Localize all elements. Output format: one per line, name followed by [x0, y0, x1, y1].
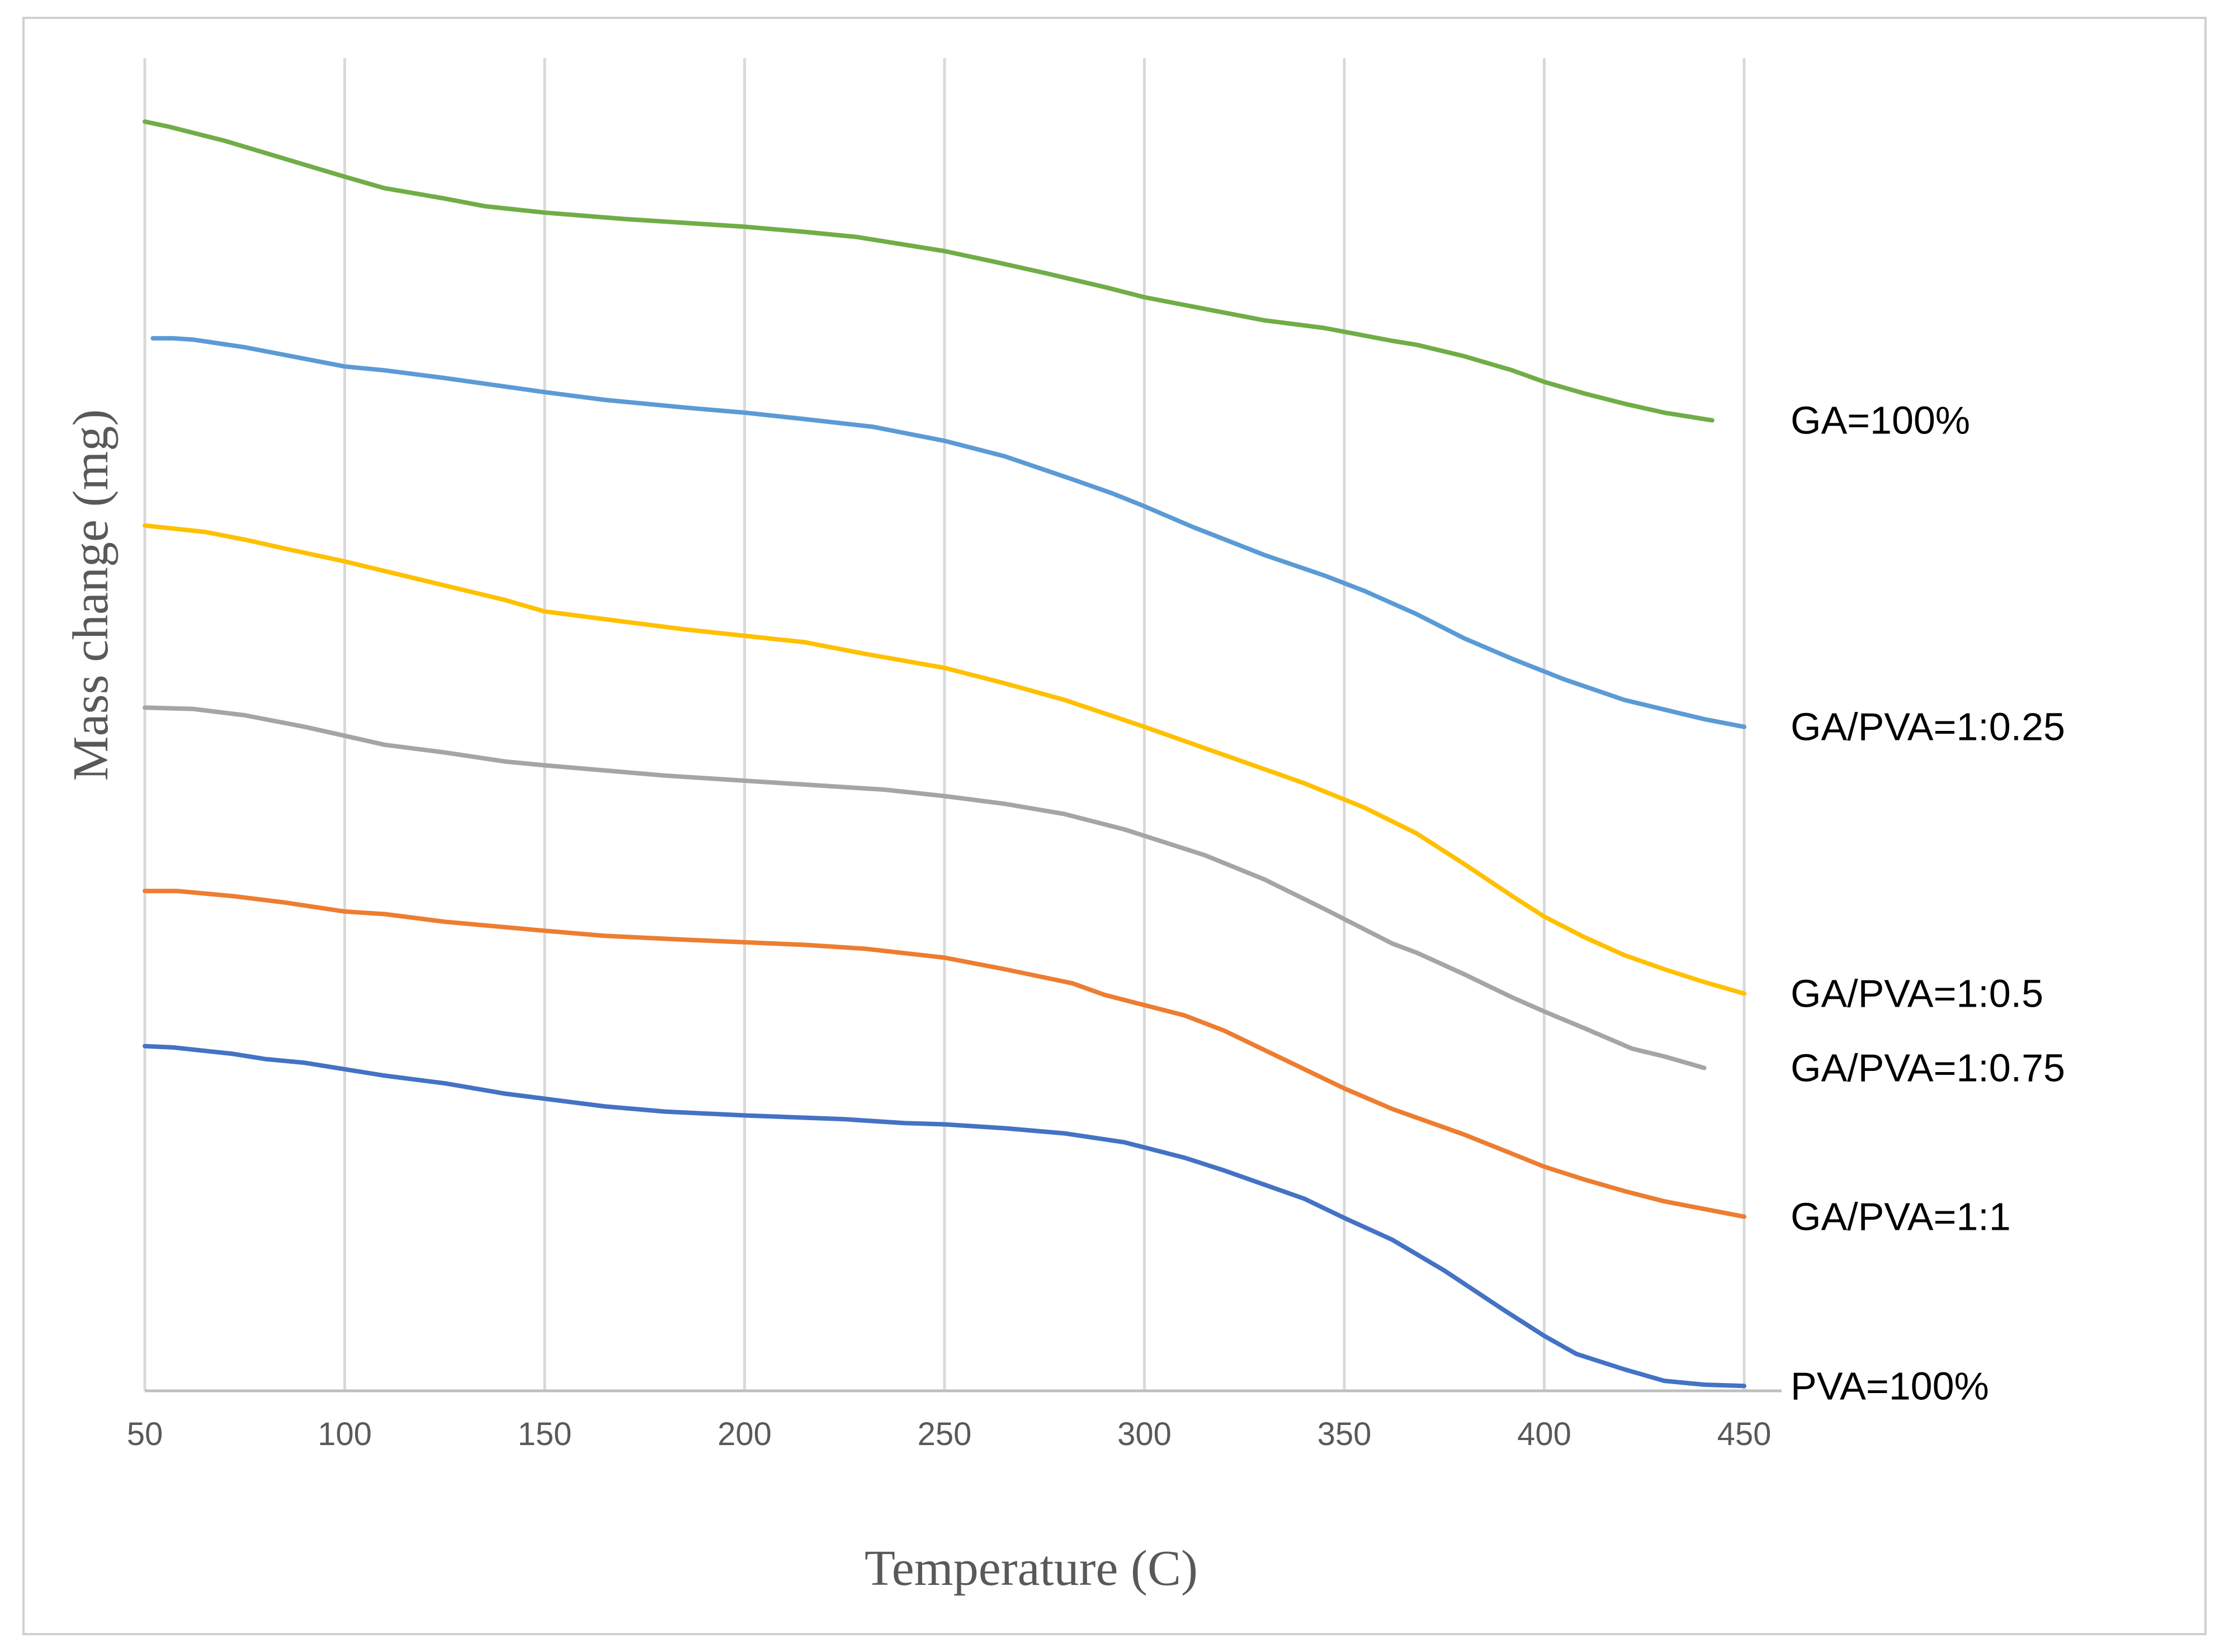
series-label-2: GA/PVA=1:0.5	[1791, 972, 2043, 1016]
x-tick-label-450: 450	[1717, 1416, 1772, 1452]
y-axis-title: Mass change (mg)	[63, 409, 119, 781]
chart-plot-area: 50 100 150 200 250 300 350 400 450 GA=100% GA/PVA…	[63, 58, 2065, 1596]
x-tick-label-400: 400	[1517, 1416, 1571, 1452]
x-tick-label-150: 150	[518, 1416, 572, 1452]
x-axis-title: Temperature (C)	[865, 1541, 1198, 1596]
series-label-3: GA/PVA=1:0.75	[1791, 1046, 2065, 1090]
x-tick-label-100: 100	[318, 1416, 372, 1452]
series-line-4	[143, 889, 1746, 1219]
series-lines	[143, 119, 1746, 1389]
series-line-3	[143, 705, 1707, 1070]
series-label-5: PVA=100%	[1791, 1364, 1989, 1408]
x-tick-label-200: 200	[717, 1416, 772, 1452]
series-label-4: GA/PVA=1:1	[1791, 1195, 2011, 1239]
vertical-gridlines	[143, 58, 1746, 1391]
series-line-0	[143, 119, 1715, 423]
x-tick-label-50: 50	[127, 1416, 163, 1452]
series-line-5	[143, 1044, 1746, 1389]
x-tick-labels: 50 100 150 200 250 300 350 400 450	[127, 1416, 1772, 1452]
x-tick-label-300: 300	[1117, 1416, 1172, 1452]
x-tick-label-250: 250	[918, 1416, 972, 1452]
series-line-1	[150, 336, 1746, 729]
series-line-2	[143, 523, 1746, 996]
series-label-1: GA/PVA=1:0.25	[1791, 705, 2065, 749]
series-labels: GA=100% GA/PVA=1:0.25 GA/PVA=1:0.5 GA/PVA=1…	[1791, 399, 2065, 1408]
x-tick-label-350: 350	[1317, 1416, 1372, 1452]
chart-frame: 50 100 150 200 250 300 350 400 450 GA=100% GA/PVA…	[22, 17, 2207, 1635]
series-label-0: GA=100%	[1791, 399, 1970, 442]
